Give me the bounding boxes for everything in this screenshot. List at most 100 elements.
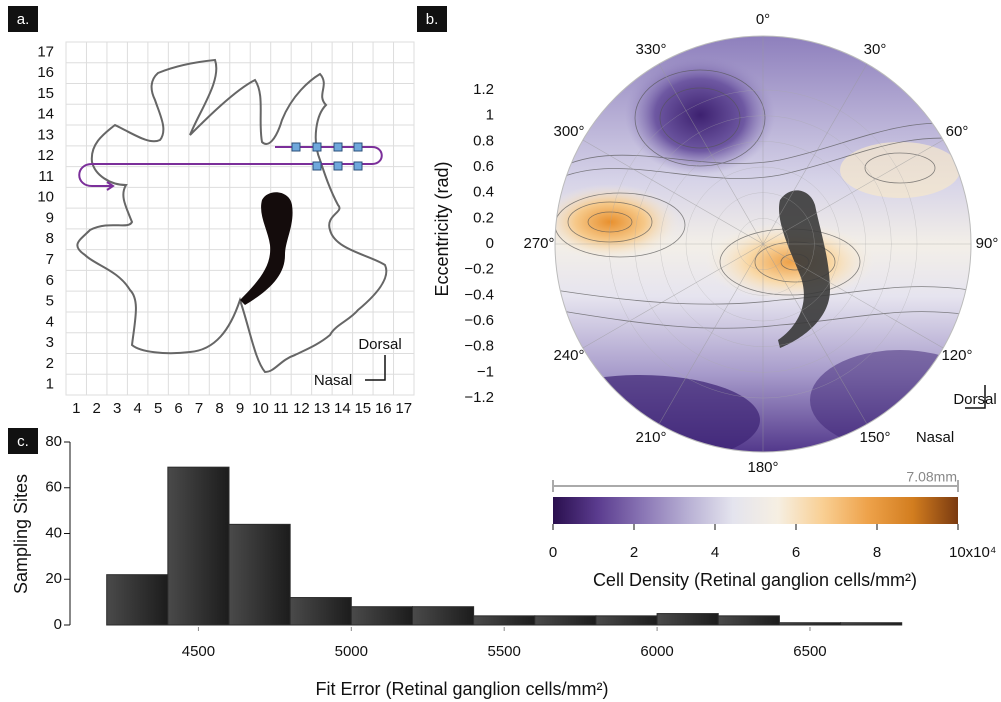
x-tick-label: 8 — [215, 400, 223, 417]
x-tick-label: 6500 — [793, 643, 826, 660]
annotation: Nasal — [916, 429, 954, 446]
colorbar — [553, 497, 958, 524]
bar — [840, 622, 903, 626]
retina-outline — [76, 58, 388, 374]
bar — [534, 615, 597, 626]
bar — [656, 613, 719, 626]
y-tick-label: 12 — [37, 147, 54, 164]
x-tick-label: 5500 — [488, 643, 521, 660]
y-tick-label: 3 — [46, 334, 54, 351]
grid-ray — [658, 243, 764, 425]
sample-sites — [291, 142, 363, 171]
colorbar-tick-label: 2 — [630, 544, 638, 561]
angle-label: 60° — [946, 123, 969, 140]
bar — [167, 466, 230, 626]
grid-ray — [582, 243, 764, 349]
y-tick-label: −0.2 — [464, 261, 494, 278]
x-tick-label: 15 — [354, 400, 371, 417]
y-tick-label: 9 — [46, 209, 54, 226]
annotation: Dorsal — [358, 336, 401, 353]
y-tick-label: 20 — [45, 570, 62, 587]
y-tick-label: 7 — [46, 251, 54, 268]
bar — [228, 523, 291, 626]
bar — [350, 606, 413, 626]
colorbar-tick-label: 10x10⁴ — [949, 544, 996, 561]
x-tick-label: 17 — [395, 400, 412, 417]
x-tick-label: 13 — [314, 400, 331, 417]
y-tick-label: 0.4 — [473, 184, 494, 201]
y-axis-label: Sampling Sites — [11, 474, 31, 594]
angle-label: 120° — [941, 347, 972, 364]
angle-label: 270° — [523, 235, 554, 252]
grid-ray — [762, 139, 944, 245]
y-tick-label: 1 — [46, 376, 54, 393]
y-tick-label: 17 — [37, 43, 54, 60]
x-tick-label: 2 — [93, 400, 101, 417]
x-tick-label: 4500 — [182, 643, 215, 660]
optic-nerve — [240, 192, 293, 305]
panel-label-box — [417, 6, 447, 32]
y-tick-label: −0.8 — [464, 338, 494, 355]
arrow — [106, 181, 115, 191]
y-tick-label: −1.2 — [464, 389, 494, 406]
x-tick-label: 11 — [273, 400, 289, 417]
scan-path — [78, 146, 383, 187]
orientation-arrows — [965, 385, 986, 409]
x-tick-label: 1 — [72, 400, 80, 417]
x-tick-label: 14 — [334, 400, 351, 417]
x-tick-label: 6 — [174, 400, 182, 417]
panel-label-box — [8, 428, 38, 454]
x-tick-label: 4 — [133, 400, 141, 417]
angle-label: 240° — [553, 347, 584, 364]
angle-label: 150° — [859, 429, 890, 446]
x-tick-label: 3 — [113, 400, 121, 417]
grid-ray — [762, 63, 868, 245]
x-tick-label: 5000 — [335, 643, 368, 660]
grid-ray — [582, 139, 764, 245]
annotation: Nasal — [314, 372, 352, 389]
bar — [289, 597, 352, 626]
grid-ray — [762, 243, 944, 349]
y-tick-label: 0.6 — [473, 158, 494, 175]
y-tick-label: 0 — [486, 235, 494, 252]
colorbar-tick-label: 8 — [873, 544, 881, 561]
angle-label: 30° — [864, 41, 887, 58]
y-tick-label: 8 — [46, 230, 54, 247]
panel-label: c. — [17, 433, 29, 450]
x-tick-label: 7 — [195, 400, 203, 417]
y-tick-label: 10 — [37, 189, 54, 206]
panel-b: 1.2 1 0.8 0.6 0.4 0.2 0 −0.2 −0.4 −0.6 −0.8 −1 −1.2 0… — [464, 11, 998, 561]
colorbar-label: Cell Density (Retinal ganglion cells/mm²… — [593, 570, 917, 590]
y-tick-label: 16 — [37, 64, 54, 81]
x-tick-label: 10 — [252, 400, 269, 417]
density-map — [555, 36, 971, 452]
colorbar-tick-label: 6 — [792, 544, 800, 561]
bar — [106, 574, 169, 626]
x-tick-label: 9 — [236, 400, 244, 417]
panel-label-box — [8, 6, 38, 32]
x-tick-label: 5 — [154, 400, 162, 417]
angle-label: 0° — [756, 11, 770, 28]
y-tick-label: 0.8 — [473, 132, 494, 149]
y-tick-label: 11 — [38, 168, 54, 185]
annotation: Dorsal — [953, 391, 996, 408]
y-tick-label: 13 — [37, 126, 54, 143]
grid-ray — [762, 243, 868, 425]
y-tick-label: 2 — [46, 355, 54, 372]
colorbar-tick-label: 4 — [711, 544, 719, 561]
angle-label: 210° — [635, 429, 666, 446]
bar — [595, 615, 658, 626]
colorbar-tick-label: 0 — [549, 544, 557, 561]
scale-bar-label: 7.08mm — [906, 469, 957, 485]
bar — [717, 615, 780, 626]
x-tick-label: 12 — [293, 400, 310, 417]
y-axis-label: Eccentricity (rad) — [432, 161, 452, 296]
x-tick-label: 6000 — [640, 643, 673, 660]
panel-a: 1 2 3 4 5 6 7 8 9 10 11 12 13 14 15 16 17123456789101112… — [37, 41, 415, 417]
orientation-arrows — [365, 355, 386, 381]
y-tick-label: −0.4 — [464, 286, 494, 303]
y-tick-label: −0.6 — [464, 312, 494, 329]
plot-frame — [65, 41, 415, 396]
